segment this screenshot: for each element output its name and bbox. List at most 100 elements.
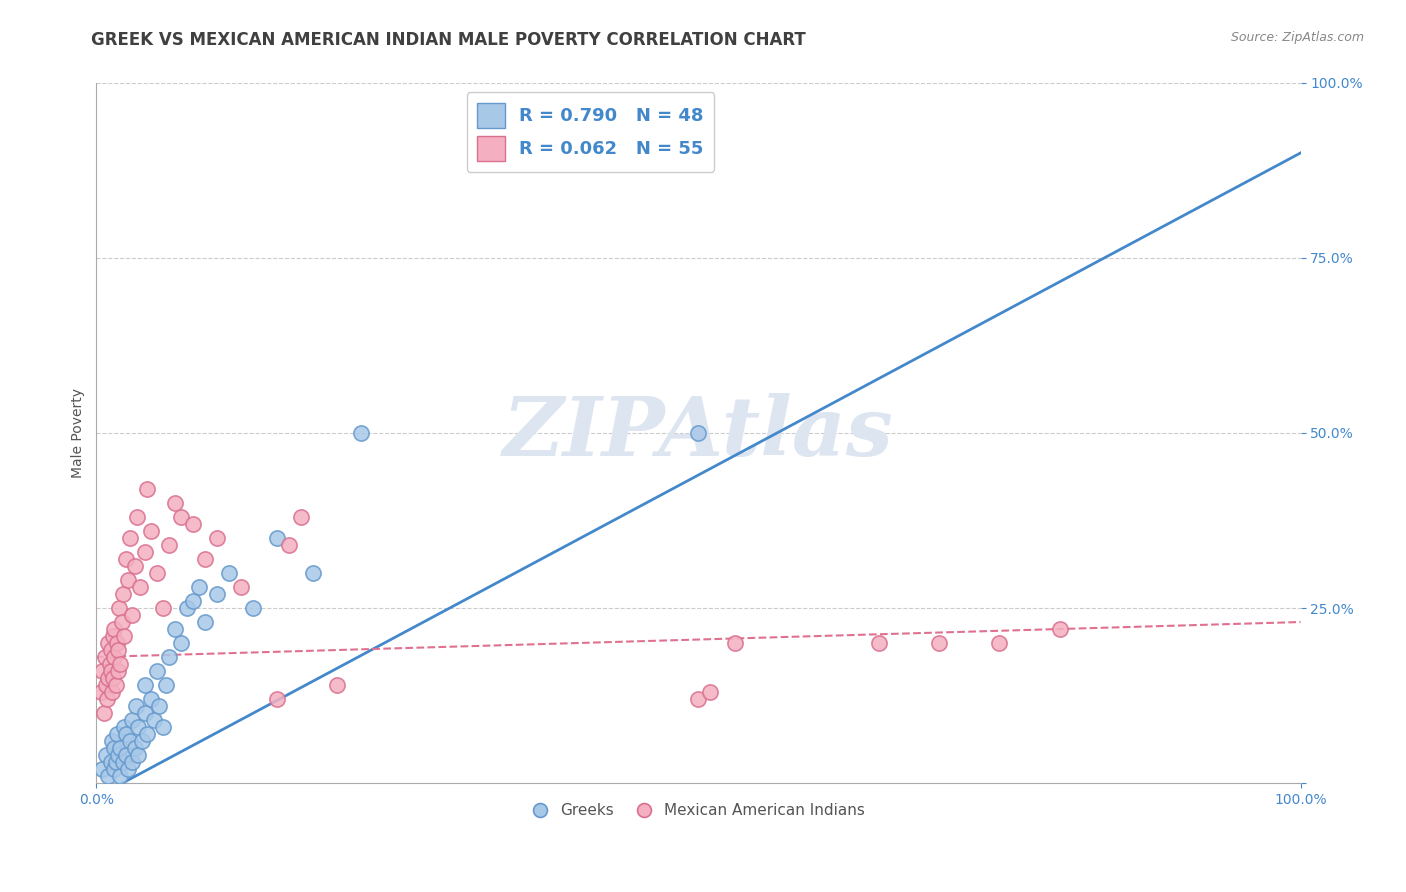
Point bbox=[117, 762, 139, 776]
Point bbox=[121, 755, 143, 769]
Point bbox=[163, 496, 186, 510]
Point bbox=[143, 713, 166, 727]
Point bbox=[205, 531, 228, 545]
Y-axis label: Male Poverty: Male Poverty bbox=[72, 388, 86, 478]
Point bbox=[157, 650, 180, 665]
Point bbox=[135, 727, 157, 741]
Point bbox=[218, 566, 240, 580]
Point bbox=[94, 650, 117, 665]
Point bbox=[127, 510, 149, 524]
Point bbox=[111, 755, 134, 769]
Point bbox=[135, 482, 157, 496]
Point bbox=[111, 615, 134, 629]
Point bbox=[120, 734, 142, 748]
Point bbox=[98, 657, 121, 671]
Point bbox=[107, 747, 129, 762]
Point bbox=[699, 685, 721, 699]
Point bbox=[145, 664, 167, 678]
Point bbox=[124, 741, 146, 756]
Text: GREEK VS MEXICAN AMERICAN INDIAN MALE POVERTY CORRELATION CHART: GREEK VS MEXICAN AMERICAN INDIAN MALE PO… bbox=[91, 31, 806, 49]
Point bbox=[128, 720, 150, 734]
Point bbox=[152, 601, 174, 615]
Point bbox=[350, 425, 373, 440]
Point bbox=[115, 727, 138, 741]
Point bbox=[96, 692, 118, 706]
Point bbox=[107, 643, 129, 657]
Point bbox=[103, 622, 125, 636]
Point bbox=[988, 636, 1011, 650]
Point bbox=[868, 636, 890, 650]
Point bbox=[928, 636, 950, 650]
Point bbox=[108, 601, 131, 615]
Point bbox=[229, 580, 252, 594]
Point bbox=[107, 664, 129, 678]
Point bbox=[91, 664, 114, 678]
Point bbox=[112, 629, 135, 643]
Point bbox=[115, 552, 138, 566]
Point bbox=[97, 671, 120, 685]
Point bbox=[181, 516, 204, 531]
Point bbox=[155, 678, 177, 692]
Point bbox=[163, 622, 186, 636]
Point bbox=[266, 531, 288, 545]
Point bbox=[169, 636, 191, 650]
Point bbox=[94, 747, 117, 762]
Point bbox=[148, 699, 170, 714]
Point bbox=[105, 636, 128, 650]
Point bbox=[100, 643, 122, 657]
Point bbox=[104, 678, 127, 692]
Point bbox=[194, 552, 217, 566]
Point bbox=[169, 510, 191, 524]
Point bbox=[242, 601, 264, 615]
Point bbox=[101, 685, 124, 699]
Point bbox=[134, 678, 156, 692]
Point bbox=[93, 706, 115, 720]
Point bbox=[104, 755, 127, 769]
Point bbox=[128, 747, 150, 762]
Point bbox=[91, 762, 114, 776]
Point bbox=[152, 720, 174, 734]
Legend: Greeks, Mexican American Indians: Greeks, Mexican American Indians bbox=[526, 797, 870, 824]
Point bbox=[100, 664, 122, 678]
Point bbox=[278, 538, 301, 552]
Point bbox=[688, 692, 710, 706]
Point bbox=[128, 580, 150, 594]
Point bbox=[103, 671, 125, 685]
Text: ZIPAtlas: ZIPAtlas bbox=[503, 393, 894, 473]
Point bbox=[326, 678, 349, 692]
Point bbox=[103, 741, 125, 756]
Point bbox=[266, 692, 288, 706]
Point bbox=[688, 425, 710, 440]
Point bbox=[139, 692, 162, 706]
Point bbox=[120, 531, 142, 545]
Point bbox=[723, 636, 745, 650]
Point bbox=[115, 747, 138, 762]
Point bbox=[125, 699, 148, 714]
Point bbox=[134, 706, 156, 720]
Point bbox=[121, 607, 143, 622]
Point bbox=[187, 580, 209, 594]
Point bbox=[290, 510, 312, 524]
Point bbox=[145, 566, 167, 580]
Point bbox=[134, 545, 156, 559]
Point bbox=[110, 741, 132, 756]
Point bbox=[90, 685, 112, 699]
Point bbox=[121, 713, 143, 727]
Point bbox=[100, 755, 122, 769]
Point bbox=[176, 601, 198, 615]
Point bbox=[131, 734, 153, 748]
Text: Source: ZipAtlas.com: Source: ZipAtlas.com bbox=[1230, 31, 1364, 45]
Point bbox=[181, 594, 204, 608]
Point bbox=[97, 636, 120, 650]
Point bbox=[1049, 622, 1071, 636]
Point bbox=[139, 524, 162, 538]
Point bbox=[205, 587, 228, 601]
Point bbox=[111, 587, 134, 601]
Point bbox=[103, 650, 125, 665]
Point bbox=[194, 615, 217, 629]
Point bbox=[101, 734, 124, 748]
Point bbox=[112, 720, 135, 734]
Point bbox=[157, 538, 180, 552]
Point bbox=[124, 559, 146, 574]
Point bbox=[94, 678, 117, 692]
